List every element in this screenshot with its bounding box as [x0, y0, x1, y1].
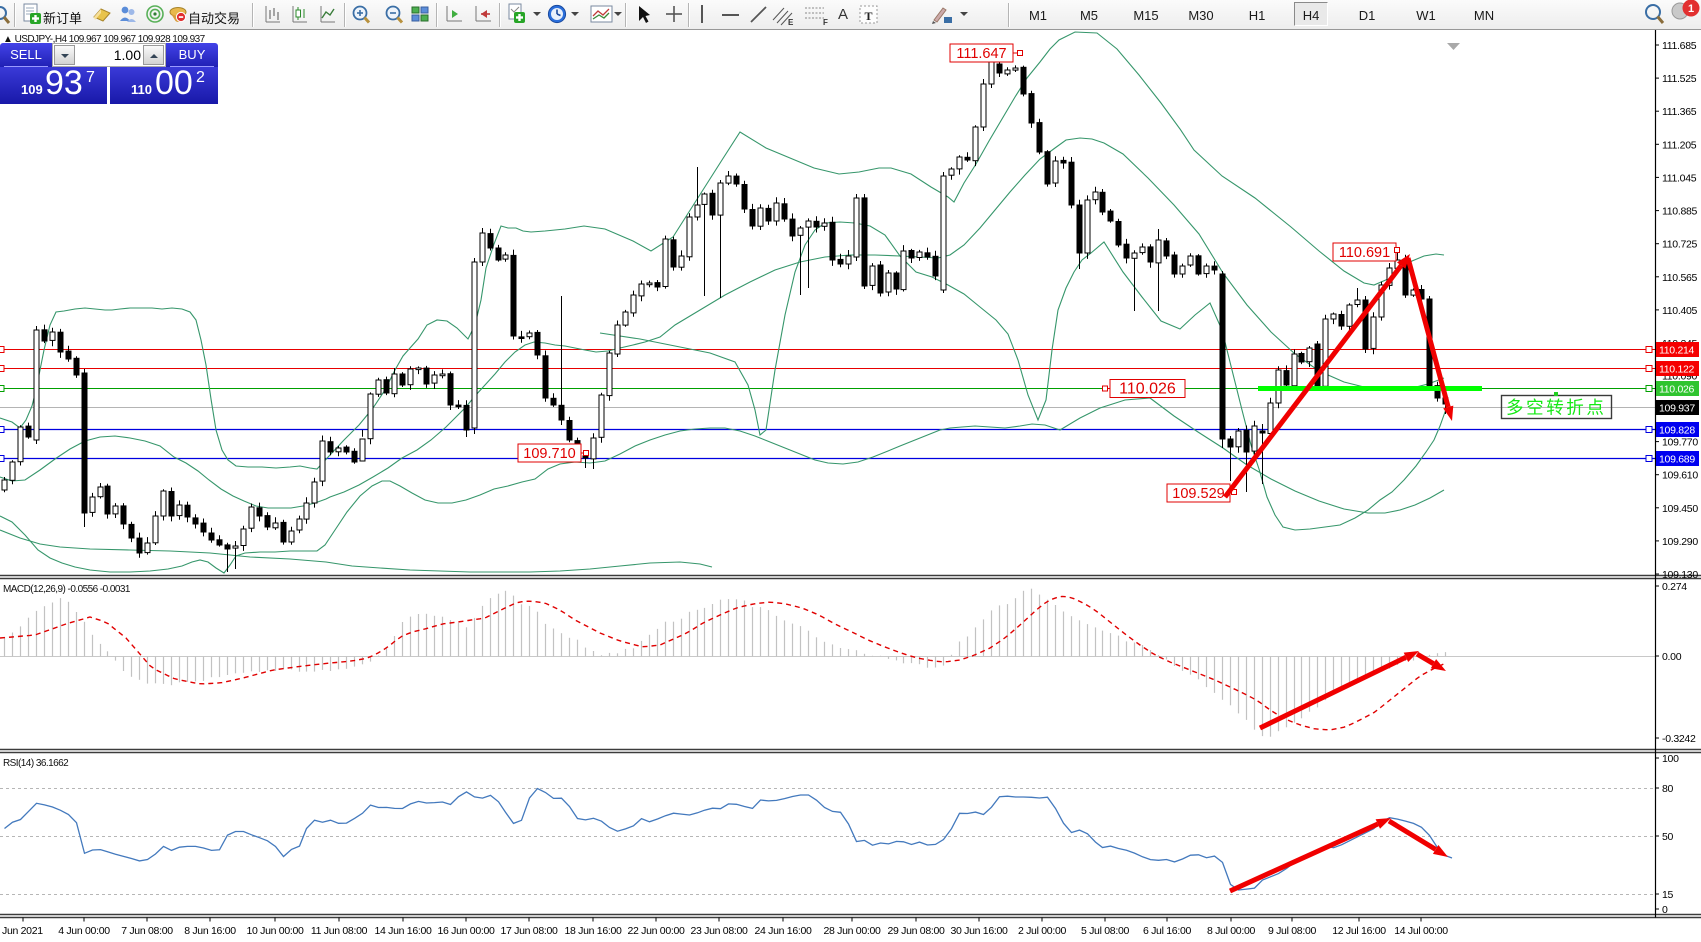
svg-text:1: 1	[1688, 3, 1694, 15]
svg-text:8 Jun 16:00: 8 Jun 16:00	[184, 925, 236, 937]
svg-text:T: T	[865, 9, 873, 23]
svg-text:23 Jun 08:00: 23 Jun 08:00	[690, 925, 748, 937]
svg-text:109.130: 109.130	[1662, 569, 1698, 581]
svg-text:111.045: 111.045	[1662, 172, 1697, 184]
svg-text:18 Jun 16:00: 18 Jun 16:00	[564, 925, 622, 937]
svg-text:F: F	[823, 18, 828, 26]
svg-text:0.274: 0.274	[1662, 581, 1687, 593]
svg-text:100: 100	[1662, 753, 1679, 765]
svg-text:11 Jun 08:00: 11 Jun 08:00	[311, 925, 368, 937]
svg-text:24 Jun 16:00: 24 Jun 16:00	[754, 925, 812, 937]
svg-text:10 Jun 00:00: 10 Jun 00:00	[246, 925, 304, 937]
svg-text:12 Jul 16:00: 12 Jul 16:00	[1332, 925, 1386, 937]
svg-text:▲ USDJPY-,H4 109.967 109.967: ▲ USDJPY-,H4 109.967 109.967 109.928 109…	[3, 34, 206, 45]
svg-text:14 Jul 00:00: 14 Jul 00:00	[1394, 925, 1448, 937]
svg-text:110.885: 110.885	[1662, 206, 1698, 218]
svg-text:Jun 2021: Jun 2021	[2, 925, 43, 937]
svg-text:16 Jun 00:00: 16 Jun 00:00	[437, 925, 495, 937]
svg-text:80: 80	[1662, 783, 1674, 795]
svg-text:111.647: 111.647	[956, 46, 1006, 62]
svg-text:7 Jun 08:00: 7 Jun 08:00	[121, 925, 173, 937]
svg-text:14 Jun 16:00: 14 Jun 16:00	[374, 925, 432, 937]
svg-text:110.405: 110.405	[1662, 305, 1698, 317]
svg-text:RSI(14) 36.1662: RSI(14) 36.1662	[3, 758, 69, 769]
svg-text:109.770: 109.770	[1662, 437, 1698, 449]
svg-text:50: 50	[1662, 831, 1674, 843]
svg-text:0.00: 0.00	[1662, 651, 1682, 663]
svg-text:5 Jul 08:00: 5 Jul 08:00	[1081, 925, 1130, 937]
svg-text:22 Jun 00:00: 22 Jun 00:00	[627, 925, 685, 937]
svg-text:110.691: 110.691	[1339, 245, 1390, 261]
svg-text:109.290: 109.290	[1662, 536, 1698, 548]
svg-text:多空转折点: 多空转折点	[1506, 398, 1607, 418]
svg-text:15: 15	[1662, 889, 1674, 901]
svg-text:28 Jun 00:00: 28 Jun 00:00	[823, 925, 881, 937]
svg-text:111.205: 111.205	[1662, 139, 1697, 151]
svg-text:111.525: 111.525	[1662, 73, 1697, 85]
svg-text:109.710: 109.710	[523, 446, 575, 462]
svg-text:109.937: 109.937	[1659, 403, 1695, 415]
svg-text:8 Jul 00:00: 8 Jul 00:00	[1207, 925, 1256, 937]
svg-text:30 Jun 16:00: 30 Jun 16:00	[950, 925, 1008, 937]
svg-text:2 Jul 00:00: 2 Jul 00:00	[1018, 925, 1067, 937]
svg-text:E: E	[788, 18, 794, 26]
svg-text:29 Jun 08:00: 29 Jun 08:00	[887, 925, 945, 937]
svg-text:109.610: 109.610	[1662, 470, 1698, 482]
svg-text:17 Jun 08:00: 17 Jun 08:00	[500, 925, 558, 937]
svg-text:110.214: 110.214	[1659, 345, 1695, 357]
svg-text:6 Jul 16:00: 6 Jul 16:00	[1143, 925, 1192, 937]
svg-text:109.529: 109.529	[1172, 486, 1224, 502]
svg-text:110.565: 110.565	[1662, 272, 1698, 284]
svg-text:109.450: 109.450	[1662, 503, 1698, 515]
svg-text:-0.3242: -0.3242	[1662, 733, 1696, 745]
svg-text:9 Jul 08:00: 9 Jul 08:00	[1268, 925, 1317, 937]
svg-text:110.725: 110.725	[1662, 239, 1698, 251]
svg-text:110.026: 110.026	[1659, 384, 1695, 396]
svg-text:111.685: 111.685	[1662, 40, 1697, 52]
svg-text:0: 0	[1662, 904, 1668, 916]
svg-text:109.689: 109.689	[1659, 454, 1695, 466]
svg-text:4 Jun 00:00: 4 Jun 00:00	[58, 925, 110, 937]
svg-text:109.828: 109.828	[1659, 425, 1695, 437]
svg-text:111.365: 111.365	[1662, 106, 1697, 118]
svg-text:110.026: 110.026	[1119, 381, 1176, 398]
svg-text:MACD(12,26,9) -0.0556 -0.0031: MACD(12,26,9) -0.0556 -0.0031	[3, 584, 131, 595]
svg-text:110.122: 110.122	[1659, 364, 1695, 376]
